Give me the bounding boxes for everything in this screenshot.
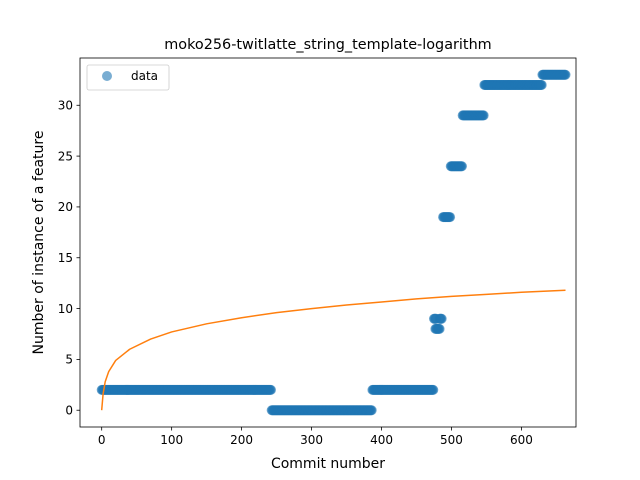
x-tick-label: 600 <box>510 433 533 447</box>
y-tick-label: 15 <box>58 251 73 265</box>
data-point <box>435 324 445 334</box>
y-tick-label: 0 <box>65 404 73 418</box>
data-point <box>561 70 571 80</box>
chart-title: moko256-twitlatte_string_template-logari… <box>164 37 491 53</box>
legend-marker-data <box>102 71 112 81</box>
y-tick-label: 5 <box>65 353 73 367</box>
legend: data <box>87 65 169 90</box>
data-point <box>367 405 377 415</box>
x-tick-label: 500 <box>440 433 463 447</box>
data-point <box>266 385 276 395</box>
legend-label-data: data <box>131 69 158 83</box>
x-tick-label: 100 <box>160 433 183 447</box>
y-tick-label: 25 <box>58 149 73 163</box>
x-tick-label: 300 <box>300 433 323 447</box>
y-tick-label: 30 <box>58 99 73 113</box>
y-tick-label: 10 <box>58 302 73 316</box>
x-tick-label: 400 <box>370 433 393 447</box>
data-point <box>445 212 455 222</box>
data-point <box>537 80 547 90</box>
plot-area <box>80 58 576 427</box>
x-tick-label: 200 <box>230 433 253 447</box>
y-tick-label: 20 <box>58 200 73 214</box>
x-tick-label: 0 <box>98 433 106 447</box>
data-point <box>479 110 489 120</box>
data-point <box>428 385 438 395</box>
data-point <box>437 314 447 324</box>
x-axis-label: Commit number <box>271 456 385 472</box>
y-axis-label: Number of instance of a feature <box>31 131 47 355</box>
data-point <box>457 161 467 171</box>
